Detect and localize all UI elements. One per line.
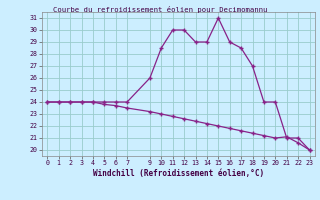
Text: Courbe du refroidissement éolien pour Decimomannu: Courbe du refroidissement éolien pour De… <box>53 6 267 13</box>
X-axis label: Windchill (Refroidissement éolien,°C): Windchill (Refroidissement éolien,°C) <box>93 169 264 178</box>
